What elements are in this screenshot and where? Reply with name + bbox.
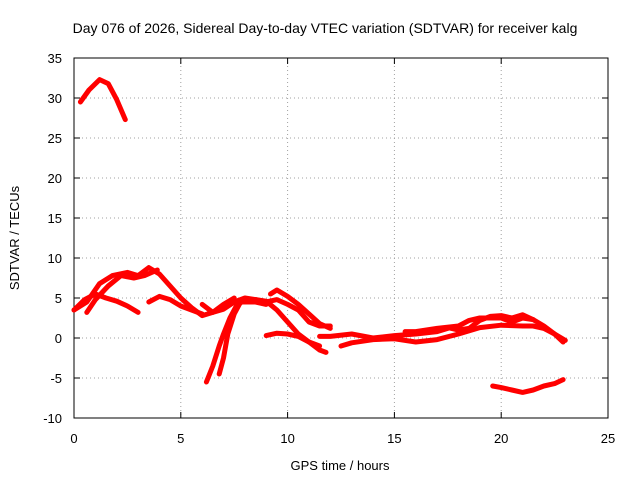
y-tick-label: -5 bbox=[50, 371, 62, 386]
x-tick-label: 10 bbox=[280, 431, 294, 446]
series-arc-14 bbox=[445, 312, 536, 333]
series-arc-2 bbox=[71, 291, 141, 315]
chart-title: Day 076 of 2026, Sidereal Day-to-day VTE… bbox=[73, 20, 578, 36]
x-tick-label: 25 bbox=[601, 431, 615, 446]
series-arc-4 bbox=[84, 267, 160, 315]
y-tick-label: 10 bbox=[48, 251, 62, 266]
y-tick-label: 25 bbox=[48, 131, 62, 146]
data-series bbox=[71, 77, 568, 395]
x-tick-label: 0 bbox=[70, 431, 77, 446]
x-tick-label: 5 bbox=[177, 431, 184, 446]
y-tick-label: 5 bbox=[55, 291, 62, 306]
series-arc-5 bbox=[146, 293, 205, 317]
axis-ticks: 0 5 10 15 20 25 -10 -5 0 5 10 15 20 25 30 35 bbox=[43, 51, 615, 446]
series-arc-3 bbox=[71, 265, 237, 319]
series-arc-10 bbox=[263, 330, 323, 349]
y-tick-label: 35 bbox=[48, 51, 62, 66]
series-arc-1 bbox=[77, 77, 128, 123]
y-tick-label: 20 bbox=[48, 171, 62, 186]
x-axis-label: GPS time / hours bbox=[291, 458, 390, 473]
y-tick-label: 30 bbox=[48, 91, 62, 106]
y-tick-label: 15 bbox=[48, 211, 62, 226]
x-tick-label: 15 bbox=[387, 431, 401, 446]
plot-frame bbox=[73, 57, 609, 419]
grid-lines bbox=[74, 58, 608, 418]
y-tick-label: -10 bbox=[43, 411, 62, 426]
x-tick-label: 20 bbox=[494, 431, 508, 446]
series-arc-9 bbox=[268, 287, 333, 331]
y-tick-label: 0 bbox=[55, 331, 62, 346]
y-axis-label: SDTVAR / TECUs bbox=[7, 185, 22, 290]
series-arc-8 bbox=[216, 299, 269, 377]
series-arc-15 bbox=[490, 377, 566, 395]
